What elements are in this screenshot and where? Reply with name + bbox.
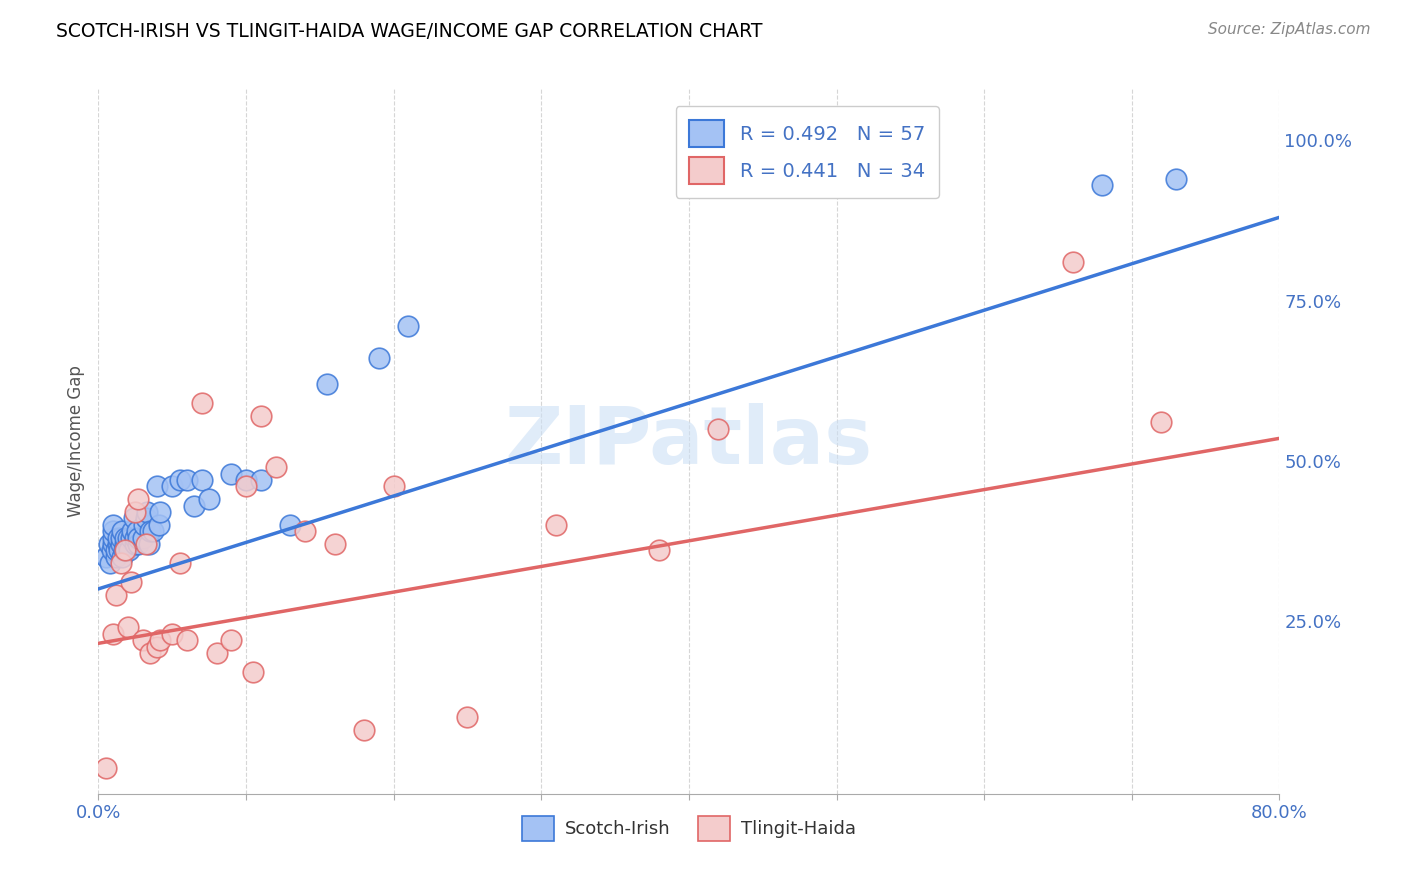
Point	[124, 505, 146, 519]
Point	[112, 543, 135, 558]
Point	[111, 549, 134, 564]
Point	[134, 517, 156, 532]
Point	[121, 524, 143, 539]
Point	[198, 492, 221, 507]
Point	[648, 543, 671, 558]
Point	[353, 723, 375, 737]
Point	[114, 543, 136, 558]
Point	[235, 479, 257, 493]
Point	[250, 409, 273, 423]
Point	[398, 319, 420, 334]
Point	[117, 537, 139, 551]
Point	[142, 524, 165, 539]
Point	[146, 479, 169, 493]
Point	[242, 665, 264, 680]
Point	[149, 633, 172, 648]
Point	[205, 646, 228, 660]
Point	[114, 537, 136, 551]
Point	[124, 531, 146, 545]
Point	[127, 492, 149, 507]
Point	[125, 524, 148, 539]
Point	[707, 422, 730, 436]
Point	[103, 531, 125, 545]
Point	[316, 376, 339, 391]
Point	[124, 537, 146, 551]
Point	[103, 524, 125, 539]
Point	[176, 473, 198, 487]
Point	[146, 640, 169, 654]
Point	[135, 537, 157, 551]
Point	[169, 473, 191, 487]
Point	[107, 531, 129, 545]
Point	[108, 543, 131, 558]
Point	[105, 543, 128, 558]
Point	[110, 531, 132, 545]
Point	[138, 537, 160, 551]
Point	[368, 351, 391, 366]
Point	[110, 556, 132, 570]
Point	[1091, 178, 1114, 193]
Point	[132, 633, 155, 648]
Point	[139, 646, 162, 660]
Point	[94, 549, 117, 564]
Point	[107, 537, 129, 551]
Point	[294, 524, 316, 539]
Point	[183, 499, 205, 513]
Point	[264, 460, 287, 475]
Point	[103, 517, 125, 532]
Point	[1150, 415, 1173, 429]
Point	[118, 543, 141, 558]
Point	[105, 549, 128, 564]
Point	[323, 537, 346, 551]
Point	[136, 505, 159, 519]
Text: SCOTCH-IRISH VS TLINGIT-HAIDA WAGE/INCOME GAP CORRELATION CHART: SCOTCH-IRISH VS TLINGIT-HAIDA WAGE/INCOM…	[56, 22, 762, 41]
Point	[149, 505, 172, 519]
Point	[114, 531, 136, 545]
Point	[127, 531, 149, 545]
Point	[122, 511, 145, 525]
Point	[176, 633, 198, 648]
Point	[1062, 255, 1084, 269]
Point	[382, 479, 405, 493]
Point	[235, 473, 257, 487]
Point	[221, 467, 243, 481]
Point	[117, 531, 139, 545]
Point	[117, 620, 139, 634]
Point	[148, 517, 170, 532]
Legend: Scotch-Irish, Tlingit-Haida: Scotch-Irish, Tlingit-Haida	[515, 808, 863, 848]
Point	[120, 531, 142, 545]
Point	[139, 524, 162, 539]
Point	[105, 588, 128, 602]
Point	[280, 517, 302, 532]
Point	[162, 626, 183, 640]
Point	[110, 537, 132, 551]
Point	[115, 543, 138, 558]
Point	[103, 537, 125, 551]
Point	[103, 626, 125, 640]
Point	[94, 761, 117, 775]
Point	[132, 531, 155, 545]
Point	[111, 524, 134, 539]
Point	[457, 710, 479, 724]
Point	[127, 537, 149, 551]
Point	[162, 479, 183, 493]
Point	[98, 556, 121, 570]
Text: ZIPatlas: ZIPatlas	[505, 402, 873, 481]
Point	[250, 473, 273, 487]
Point	[100, 543, 122, 558]
Point	[1166, 172, 1188, 186]
Y-axis label: Wage/Income Gap: Wage/Income Gap	[66, 366, 84, 517]
Point	[221, 633, 243, 648]
Point	[169, 556, 191, 570]
Point	[120, 575, 142, 590]
Text: Source: ZipAtlas.com: Source: ZipAtlas.com	[1208, 22, 1371, 37]
Point	[135, 511, 157, 525]
Point	[191, 396, 214, 410]
Point	[97, 537, 120, 551]
Point	[191, 473, 214, 487]
Point	[546, 517, 568, 532]
